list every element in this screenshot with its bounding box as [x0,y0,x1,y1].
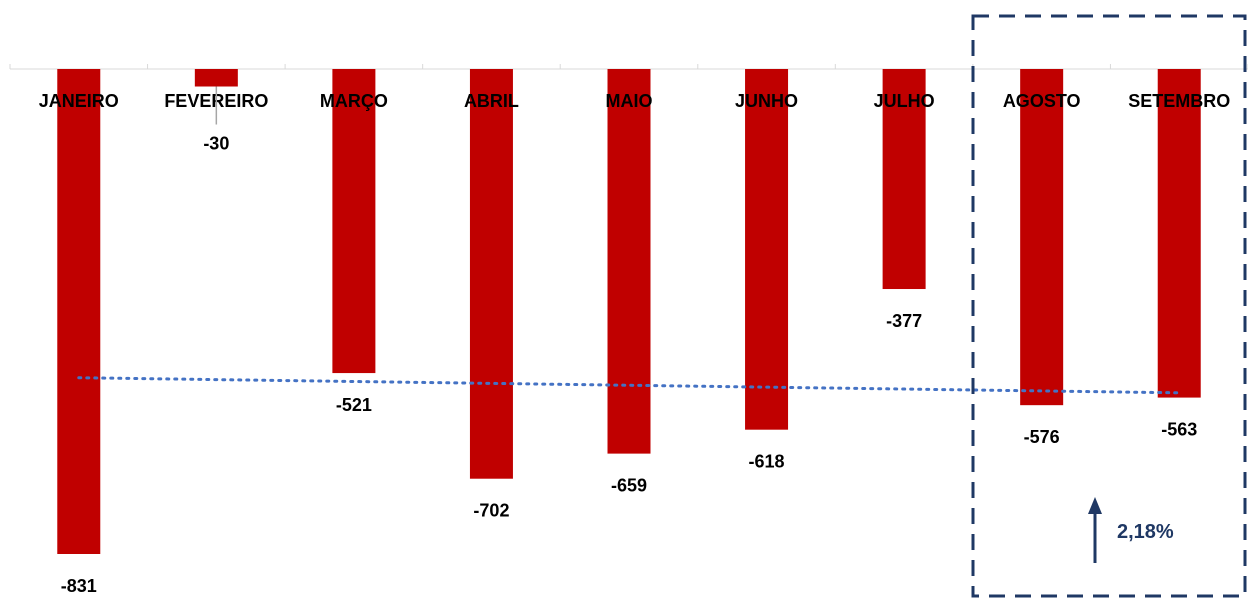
bar-maio [607,69,651,454]
bar-março [332,69,376,374]
bar-abril [469,69,513,479]
data-label: -377 [886,311,922,331]
data-label: -618 [749,452,785,472]
trend-line [77,376,1181,395]
arrow-up-icon [1088,497,1102,563]
category-label: JUNHO [735,91,798,111]
data-label: -702 [473,501,509,521]
category-label: AGOSTO [1003,91,1081,111]
data-label: -563 [1161,420,1197,440]
data-label: -659 [611,476,647,496]
annotation-label: 2,18% [1117,521,1174,543]
data-label: -831 [61,576,97,596]
bar-setembro [1157,69,1201,398]
bar-fevereiro [194,69,238,87]
highlight-box [971,14,1247,598]
category-label: JANEIRO [39,91,119,111]
bar-agosto [1020,69,1064,406]
bar-janeiro [57,69,101,554]
category-label: SETEMBRO [1128,91,1230,111]
data-label: -521 [336,395,372,415]
data-label: -576 [1024,427,1060,447]
category-label: MARÇO [320,91,388,111]
category-label: JULHO [874,91,935,111]
category-label: MAIO [606,91,653,111]
data-label: -30 [203,134,229,154]
bar-julho [882,69,926,290]
bar-junho [745,69,789,430]
category-label: ABRIL [464,91,519,111]
